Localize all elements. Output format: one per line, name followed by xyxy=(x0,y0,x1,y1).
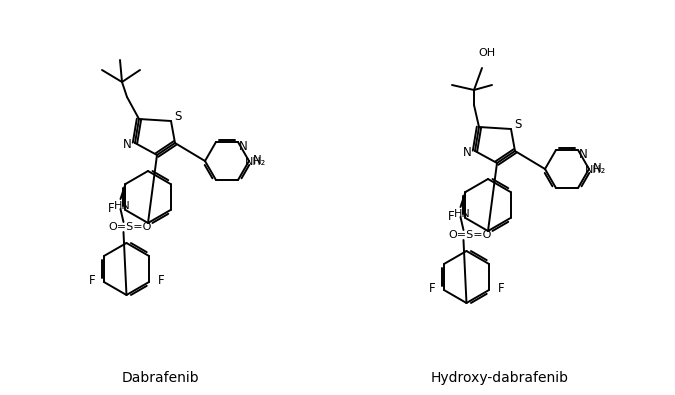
Text: N: N xyxy=(578,149,587,162)
Text: S: S xyxy=(514,117,522,130)
Text: NH₂: NH₂ xyxy=(246,157,267,167)
Text: F: F xyxy=(448,209,455,222)
Text: F: F xyxy=(88,273,95,286)
Text: F: F xyxy=(429,282,435,295)
Text: F: F xyxy=(108,201,115,214)
Text: F: F xyxy=(497,282,504,295)
Text: NH₂: NH₂ xyxy=(585,165,607,175)
Text: N: N xyxy=(462,147,471,160)
Text: N: N xyxy=(593,162,601,175)
Text: HN: HN xyxy=(113,201,130,211)
Text: S: S xyxy=(174,109,182,122)
Text: O=S=O: O=S=O xyxy=(109,222,152,232)
Text: Dabrafenib: Dabrafenib xyxy=(122,371,199,385)
Text: F: F xyxy=(158,273,164,286)
Text: HN: HN xyxy=(454,209,470,219)
Text: OH: OH xyxy=(479,48,495,58)
Text: N: N xyxy=(123,139,132,152)
Text: N: N xyxy=(252,154,261,167)
Text: N: N xyxy=(239,141,247,153)
Text: Hydroxy-dabrafenib: Hydroxy-dabrafenib xyxy=(431,371,569,385)
Text: O=S=O: O=S=O xyxy=(448,230,492,240)
